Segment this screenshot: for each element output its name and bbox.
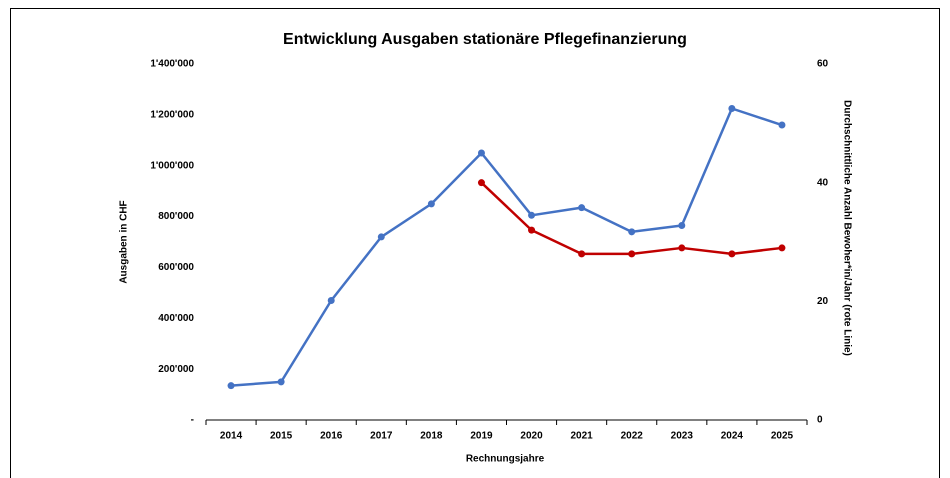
x-tick-label: 2019 [470,431,493,442]
y-tick-label: 1'200'000 [150,109,194,120]
y2-axis-label: Durchschnittliche Anzahl Bewoher*in/Jahr… [841,100,852,356]
y-tick-label: 800'000 [158,211,194,222]
data-point [327,296,335,304]
x-tick-label: 2016 [320,431,343,442]
chart-border [10,8,940,478]
y2-tick-label: 40 [817,177,829,188]
y-axis-label: Ausgaben in CHF [119,200,130,283]
x-tick-label: 2015 [270,431,293,442]
data-point [728,250,736,258]
data-point [277,378,285,386]
y2-tick-label: 20 [817,296,829,307]
x-tick-label: 2022 [621,431,644,442]
y-tick-label: 400'000 [158,313,194,324]
x-tick-label: 2025 [771,431,794,442]
y-tick-label: - [191,415,194,426]
data-point [628,250,636,258]
x-tick-label: 2017 [370,431,393,442]
y-tick-label: 200'000 [158,364,194,375]
data-point [628,228,636,236]
x-tick-label: 2018 [420,431,443,442]
data-point [528,211,536,219]
data-point [427,200,435,208]
data-point [477,149,485,157]
data-point [528,226,536,234]
x-axis-label: Rechnungsjahre [466,454,545,465]
data-point [678,221,686,229]
data-point [227,382,235,390]
y2-tick-label: 60 [817,59,829,70]
series-line [230,107,783,387]
data-point [578,250,586,258]
data-point [778,121,786,129]
x-tick-label: 2023 [671,431,694,442]
data-point [377,233,385,241]
y-tick-label: 1'400'000 [150,59,194,70]
series-line [480,181,783,256]
x-tick-label: 2021 [571,431,594,442]
chart-title: Entwicklung Ausgaben stationäre Pflegefi… [283,31,687,48]
data-point [578,204,586,212]
data-point [477,179,485,187]
y2-tick-label: 0 [817,415,823,426]
y-tick-label: 600'000 [158,262,194,273]
data-point [678,244,686,252]
data-point [728,105,736,112]
x-tick-label: 2024 [721,431,744,442]
x-tick-label: 2014 [220,431,243,442]
data-point [778,244,786,252]
y-tick-label: 1'000'000 [150,160,194,171]
x-tick-label: 2020 [520,431,543,442]
